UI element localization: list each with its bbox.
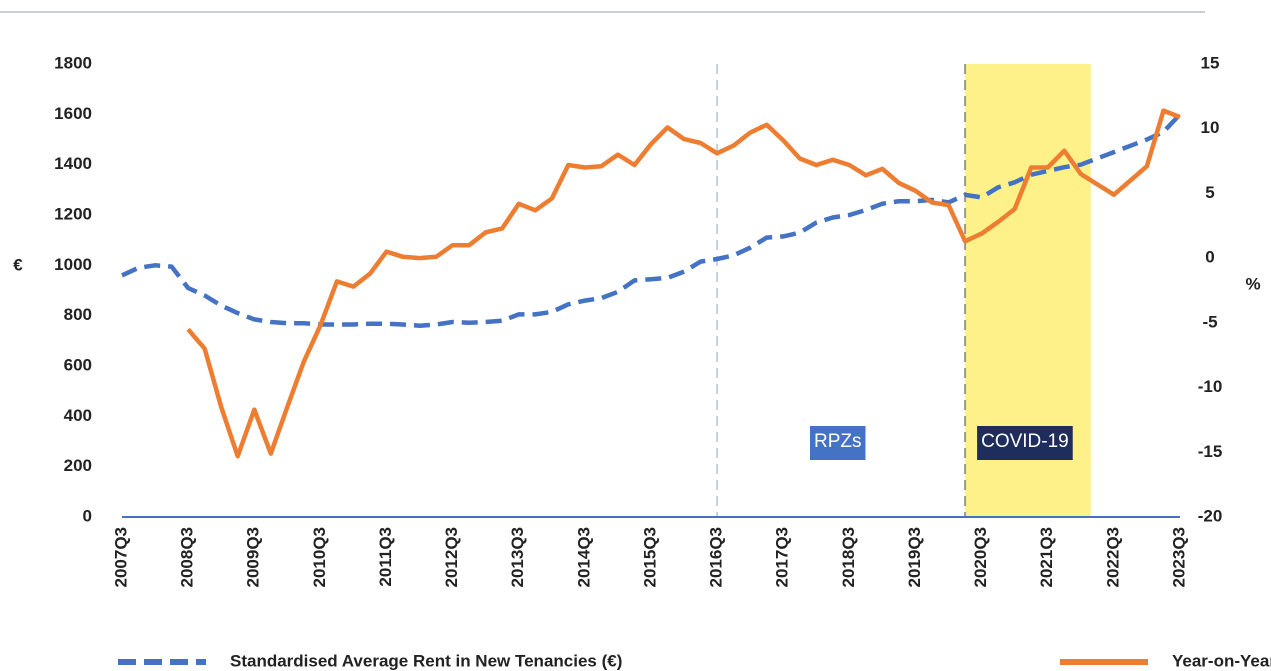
y2-tick-label: 10 <box>1201 118 1220 137</box>
y2-tick-label: 5 <box>1205 183 1214 202</box>
annotation-box <box>977 426 1073 460</box>
x-tick-label: 2012Q3 <box>442 527 461 588</box>
y-tick-label: 1400 <box>54 154 92 173</box>
annotation-label: RPZs <box>814 431 862 452</box>
y2-tick-label: -5 <box>1202 312 1217 331</box>
y-axis-label: € <box>13 255 23 274</box>
y2-tick-label: -10 <box>1198 377 1223 396</box>
y2-tick-label: 15 <box>1201 53 1220 72</box>
series-line <box>186 108 1181 459</box>
y-tick-label: 1000 <box>54 255 92 274</box>
y2-tick-label: -15 <box>1198 442 1223 461</box>
x-tick-label: 2019Q3 <box>905 527 924 588</box>
legend-label: Standardised Average Rent in New Tenanci… <box>230 651 622 670</box>
x-tick-label: 2010Q3 <box>310 527 329 588</box>
series-line <box>121 112 1182 328</box>
x-tick-label: 2014Q3 <box>574 527 593 588</box>
x-tick-label: 2023Q3 <box>1169 527 1188 588</box>
annotation-box <box>810 426 866 460</box>
y-tick-label: 0 <box>83 506 92 525</box>
y-tick-label: 800 <box>64 305 92 324</box>
y-tick-label: 400 <box>64 406 92 425</box>
y2-axis-label: % <box>1245 274 1260 293</box>
x-tick-label: 2009Q3 <box>244 527 263 588</box>
x-tick-label: 2013Q3 <box>508 527 527 588</box>
x-tick-label: 2020Q3 <box>971 527 990 588</box>
y-tick-label: 200 <box>64 456 92 475</box>
x-tick-label: 2022Q3 <box>1103 527 1122 588</box>
x-tick-label: 2008Q3 <box>178 527 197 588</box>
x-tick-label: 2015Q3 <box>640 527 659 588</box>
x-tick-label: 2016Q3 <box>707 527 726 588</box>
y2-tick-label: -20 <box>1198 506 1223 525</box>
annotation-label: COVID-19 <box>981 431 1069 452</box>
x-tick-label: 2007Q3 <box>111 527 130 588</box>
y-tick-label: 1600 <box>54 104 92 123</box>
x-tick-label: 2018Q3 <box>839 527 858 588</box>
y-tick-label: 1800 <box>54 53 92 72</box>
y2-tick-label: 0 <box>1205 248 1214 267</box>
x-tick-label: 2021Q3 <box>1037 527 1056 588</box>
y-tick-label: 1200 <box>54 204 92 223</box>
x-tick-label: 2011Q3 <box>376 527 395 587</box>
y-tick-label: 600 <box>64 355 92 374</box>
x-tick-label: 2017Q3 <box>773 527 792 588</box>
legend-label: Year-on-Year % Change <box>1172 651 1271 670</box>
